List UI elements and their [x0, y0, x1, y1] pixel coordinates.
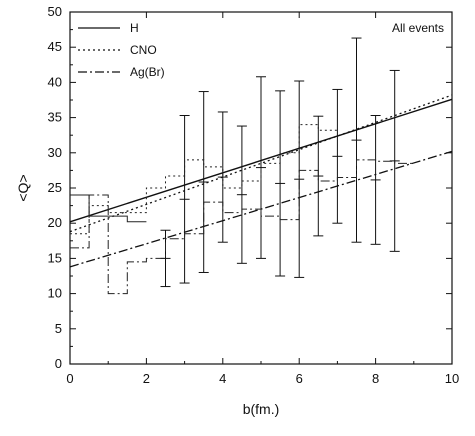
- legend-label-h: H: [130, 21, 139, 35]
- x-tick-label: 4: [219, 371, 226, 386]
- x-tick-label: 2: [143, 371, 150, 386]
- legend-label-cno: CNO: [130, 43, 157, 57]
- legend-label-ag-br-: Ag(Br): [130, 65, 165, 79]
- x-tick-label: 0: [66, 371, 73, 386]
- error-bar-h: [313, 115, 324, 237]
- x-tick-label: 10: [445, 371, 459, 386]
- y-tick-label: 0: [55, 356, 62, 371]
- error-bar-h: [351, 37, 362, 243]
- error-bar-h: [332, 88, 343, 224]
- error-bar-h: [275, 90, 286, 277]
- error-bar-h: [370, 114, 381, 245]
- y-tick-label: 25: [48, 180, 62, 195]
- error-bar-h: [256, 76, 266, 259]
- y-tick-label: 15: [48, 250, 62, 265]
- chart-marks: [69, 37, 453, 295]
- y-axis-label: <Q>: [15, 174, 31, 201]
- y-tick-label: 30: [48, 145, 62, 160]
- error-bar-h: [294, 80, 305, 278]
- y-tick-label: 10: [48, 286, 62, 301]
- annotation-all-events: All events: [392, 21, 444, 35]
- y-tick-label: 5: [55, 321, 62, 336]
- x-tick-label: 6: [296, 371, 303, 386]
- y-tick-label: 40: [48, 74, 62, 89]
- y-tick-label: 20: [48, 215, 62, 230]
- y-tick-label: 50: [48, 4, 62, 19]
- error-bar-h: [236, 125, 247, 264]
- x-axis-label: b(fm.): [243, 401, 280, 417]
- x-tick-label: 8: [372, 371, 379, 386]
- step-line-ag-br-: [70, 159, 414, 295]
- error-bar-h: [198, 91, 209, 273]
- axes: 0 5 10 15 20 25 30 35 40 45 50 0 2 4 6 8 10: [48, 4, 460, 386]
- y-tick-label: 35: [48, 110, 62, 125]
- y-tick-label: 45: [48, 39, 62, 54]
- error-bar-h: [179, 114, 190, 284]
- error-bar-h: [217, 111, 228, 243]
- legend: H CNO Ag(Br): [78, 21, 165, 79]
